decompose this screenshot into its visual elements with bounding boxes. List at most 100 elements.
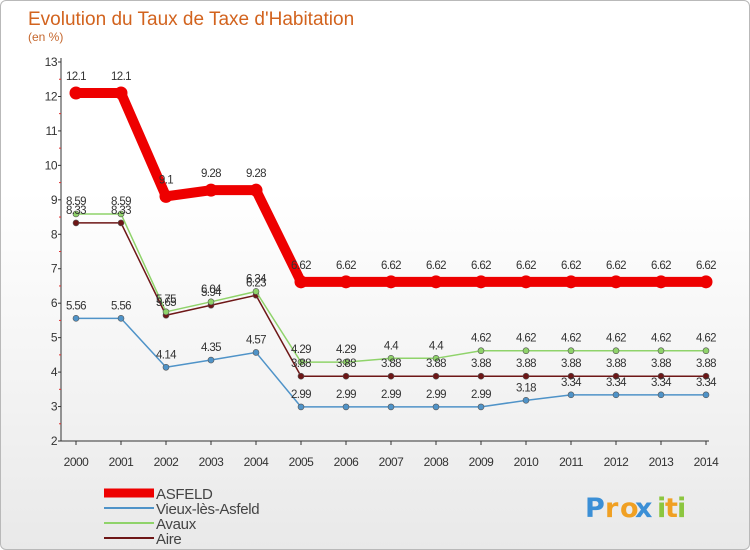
data-point-3 xyxy=(387,372,395,380)
data-point-1 xyxy=(387,403,395,411)
data-point-2 xyxy=(117,210,125,218)
data-point-0 xyxy=(699,275,713,289)
data-label: 3.34 xyxy=(561,377,582,389)
data-label: 2.99 xyxy=(426,389,446,401)
data-label: 2.99 xyxy=(471,389,491,401)
data-point-1 xyxy=(612,391,620,399)
y-tick-label: 2 xyxy=(51,434,58,448)
data-label: 4.62 xyxy=(696,333,716,345)
data-label: 6.62 xyxy=(426,260,446,272)
data-label: 2.99 xyxy=(381,389,401,401)
data-point-0 xyxy=(204,183,218,197)
data-point-2 xyxy=(162,308,170,316)
data-label: 8.59 xyxy=(66,196,86,208)
data-label: 4.4 xyxy=(384,340,399,352)
data-label: 9.28 xyxy=(246,168,266,180)
data-point-3 xyxy=(567,372,575,380)
data-point-1 xyxy=(342,403,350,411)
data-point-1 xyxy=(117,315,125,322)
data-point-0 xyxy=(249,183,263,197)
data-label: 5.94 xyxy=(201,287,222,299)
data-point-2 xyxy=(207,298,215,306)
x-tick-label: 2009 xyxy=(469,455,495,469)
x-tick-label: 2011 xyxy=(559,455,584,469)
series-lines xyxy=(69,86,713,411)
data-label: 6.04 xyxy=(201,284,222,296)
x-tick-label: 2004 xyxy=(244,455,270,469)
data-point-2 xyxy=(297,358,305,366)
data-point-0 xyxy=(609,275,623,289)
data-label: 6.62 xyxy=(291,260,311,272)
data-point-1 xyxy=(252,349,260,356)
x-tick-label: 2002 xyxy=(154,455,180,469)
data-label: 3.18 xyxy=(516,382,536,394)
data-point-0 xyxy=(384,275,398,289)
logo-letter: t xyxy=(665,493,678,524)
data-point-0 xyxy=(519,275,533,289)
data-label: 4.29 xyxy=(336,344,356,356)
logo-letter: x xyxy=(635,493,652,524)
data-label: 4.62 xyxy=(516,333,536,345)
data-label: 8.59 xyxy=(111,196,131,208)
data-label: 5.56 xyxy=(111,300,131,312)
data-point-0 xyxy=(429,275,443,289)
data-point-2 xyxy=(612,347,620,355)
data-label: 3.88 xyxy=(606,358,626,370)
legend-label: Avaux xyxy=(156,516,197,533)
data-label: 4.62 xyxy=(651,333,671,345)
y-tick-label: 12 xyxy=(45,89,58,103)
data-point-3 xyxy=(117,219,125,227)
data-label: 3.88 xyxy=(516,358,536,370)
data-point-1 xyxy=(207,356,215,364)
data-label: 6.62 xyxy=(381,260,401,272)
data-label: 6.62 xyxy=(516,260,536,272)
x-tick-label: 2006 xyxy=(334,455,360,469)
data-point-0 xyxy=(159,189,173,203)
data-label: 3.88 xyxy=(426,358,446,370)
data-label: 4.62 xyxy=(561,333,581,345)
logo-letter: P xyxy=(585,493,605,524)
data-label: 3.88 xyxy=(696,358,716,370)
y-tick-label: 3 xyxy=(51,400,58,414)
data-label: 9.28 xyxy=(201,168,221,180)
data-point-0 xyxy=(474,275,488,289)
y-tick-label: 4 xyxy=(51,365,58,379)
data-point-2 xyxy=(477,347,485,355)
y-tick-label: 9 xyxy=(51,193,58,207)
data-point-3 xyxy=(702,372,710,380)
data-point-3 xyxy=(342,372,350,380)
y-tick-label: 5 xyxy=(51,331,58,345)
data-label: 12.1 xyxy=(111,71,131,83)
data-point-3 xyxy=(432,372,440,380)
data-point-0 xyxy=(339,275,353,289)
data-label: 3.88 xyxy=(291,358,311,370)
data-point-2 xyxy=(342,358,350,366)
y-tick-label: 8 xyxy=(51,227,58,241)
legend-label: ASFELD xyxy=(156,486,213,503)
data-point-2 xyxy=(432,355,440,362)
data-point-0 xyxy=(114,86,128,100)
data-label: 5.65 xyxy=(156,297,176,309)
data-label: 6.62 xyxy=(336,260,356,272)
data-label: 2.99 xyxy=(336,389,356,401)
data-label: 6.23 xyxy=(246,277,266,289)
data-point-1 xyxy=(702,391,710,399)
logo-letter: r xyxy=(605,493,619,524)
data-label: 3.34 xyxy=(696,377,717,389)
data-label: 5.56 xyxy=(66,300,86,312)
x-tick-label: 2014 xyxy=(694,455,720,469)
data-label: 3.88 xyxy=(561,358,581,370)
y-tick-label: 11 xyxy=(46,124,58,138)
data-label: 9.1 xyxy=(159,174,173,186)
x-tick-label: 2007 xyxy=(379,455,405,469)
logo-letter: i xyxy=(677,493,686,524)
data-point-1 xyxy=(567,391,575,399)
data-point-3 xyxy=(657,372,665,380)
data-label: 2.99 xyxy=(291,389,311,401)
y-tick-label: 6 xyxy=(51,296,58,310)
data-label: 3.88 xyxy=(336,358,356,370)
data-point-1 xyxy=(162,363,170,371)
data-label: 6.34 xyxy=(246,273,267,285)
data-point-0 xyxy=(69,86,83,100)
